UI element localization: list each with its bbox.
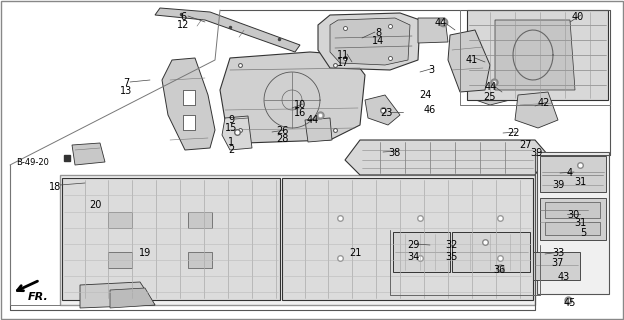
Text: 20: 20 <box>89 200 101 210</box>
Text: 44: 44 <box>485 82 497 92</box>
Text: 7: 7 <box>123 78 129 88</box>
Polygon shape <box>515 92 558 128</box>
Text: FR.: FR. <box>27 292 49 302</box>
Text: 39: 39 <box>530 148 542 158</box>
Polygon shape <box>393 232 450 272</box>
Text: 45: 45 <box>564 298 576 308</box>
Text: 29: 29 <box>407 240 419 250</box>
Polygon shape <box>538 155 608 195</box>
Text: 10: 10 <box>294 100 306 110</box>
Text: 13: 13 <box>120 86 132 96</box>
Polygon shape <box>72 143 105 165</box>
Polygon shape <box>330 18 410 65</box>
Polygon shape <box>533 252 580 280</box>
Text: 39: 39 <box>552 180 564 190</box>
Text: 22: 22 <box>507 128 519 138</box>
Text: 19: 19 <box>139 248 151 258</box>
Text: 38: 38 <box>388 148 400 158</box>
Polygon shape <box>470 74 510 105</box>
Polygon shape <box>80 282 155 308</box>
Text: 14: 14 <box>372 36 384 46</box>
Polygon shape <box>540 156 606 192</box>
Polygon shape <box>448 30 490 92</box>
Text: 37: 37 <box>552 258 564 268</box>
Polygon shape <box>108 212 132 228</box>
Text: 44: 44 <box>435 18 447 28</box>
Text: 21: 21 <box>349 248 361 258</box>
Polygon shape <box>418 18 448 43</box>
Text: 28: 28 <box>276 134 288 144</box>
Text: 34: 34 <box>407 252 419 262</box>
Text: 9: 9 <box>228 115 234 125</box>
Text: 15: 15 <box>225 123 237 133</box>
Text: 30: 30 <box>567 210 579 220</box>
Polygon shape <box>538 195 590 230</box>
Polygon shape <box>188 252 212 268</box>
Polygon shape <box>108 252 132 268</box>
Polygon shape <box>545 202 600 218</box>
Text: 36: 36 <box>493 265 505 275</box>
Polygon shape <box>365 95 400 125</box>
Polygon shape <box>183 115 195 130</box>
Polygon shape <box>495 20 575 90</box>
Polygon shape <box>62 178 280 300</box>
Text: 44: 44 <box>307 115 319 125</box>
Polygon shape <box>545 222 600 235</box>
Text: 41: 41 <box>466 55 478 65</box>
Polygon shape <box>318 13 420 70</box>
Polygon shape <box>110 288 155 308</box>
Polygon shape <box>155 8 300 52</box>
Text: 2: 2 <box>228 145 234 155</box>
Text: B-49-20: B-49-20 <box>17 158 49 167</box>
Text: 17: 17 <box>337 58 349 68</box>
Polygon shape <box>162 58 215 150</box>
Polygon shape <box>345 140 548 175</box>
Text: 4: 4 <box>567 168 573 178</box>
Text: 27: 27 <box>519 140 531 150</box>
Polygon shape <box>60 175 535 305</box>
Text: 12: 12 <box>177 20 189 30</box>
Text: 32: 32 <box>446 240 458 250</box>
Text: 35: 35 <box>446 252 458 262</box>
Text: 8: 8 <box>375 28 381 38</box>
Polygon shape <box>452 232 530 272</box>
Bar <box>537 152 609 294</box>
Text: 33: 33 <box>552 248 564 258</box>
Text: 42: 42 <box>538 98 550 108</box>
Text: 6: 6 <box>180 12 186 22</box>
Polygon shape <box>305 118 332 142</box>
Text: 40: 40 <box>572 12 584 22</box>
Polygon shape <box>220 52 365 143</box>
Text: 23: 23 <box>380 108 392 118</box>
Polygon shape <box>183 90 195 105</box>
Text: 31: 31 <box>574 177 586 187</box>
Text: 25: 25 <box>484 92 496 102</box>
Text: 1: 1 <box>228 137 234 147</box>
Text: 11: 11 <box>337 50 349 60</box>
Text: 31: 31 <box>574 218 586 228</box>
Text: 46: 46 <box>424 105 436 115</box>
Text: 16: 16 <box>294 108 306 118</box>
Text: 24: 24 <box>419 90 431 100</box>
Polygon shape <box>540 160 605 192</box>
Text: 43: 43 <box>558 272 570 282</box>
Text: 5: 5 <box>580 228 586 238</box>
Text: 18: 18 <box>49 182 61 192</box>
Polygon shape <box>222 116 252 150</box>
Text: 26: 26 <box>276 126 288 136</box>
Polygon shape <box>282 178 533 300</box>
Polygon shape <box>540 198 606 240</box>
Polygon shape <box>467 10 608 100</box>
Text: 3: 3 <box>428 65 434 75</box>
Polygon shape <box>188 212 212 228</box>
